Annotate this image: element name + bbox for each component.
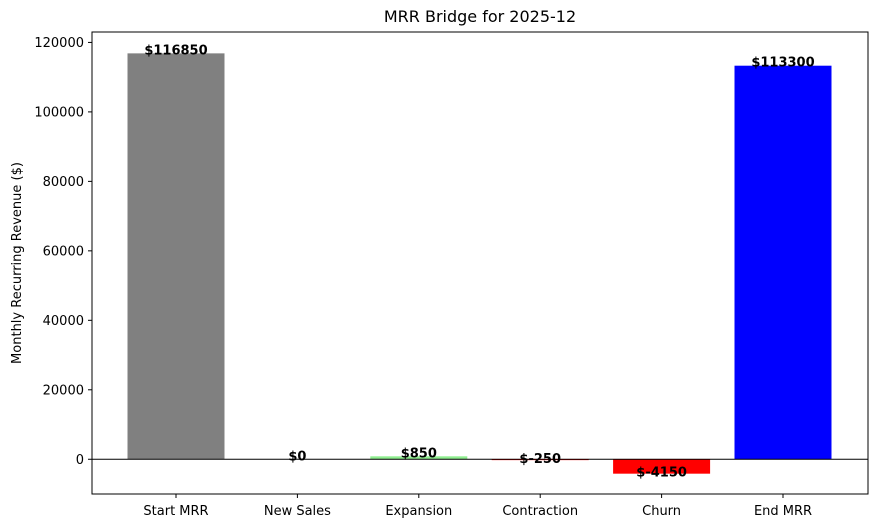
x-tick-label: Expansion — [385, 504, 452, 519]
data-label: $0 — [288, 449, 306, 464]
plot-area: 0 20000 40000 60000 80000 100000 120000 $116850… — [34, 36, 868, 519]
bar-churn — [613, 459, 711, 474]
y-tick-label: 0 — [76, 453, 84, 468]
y-axis-title: Monthly Recurring Revenue ($) — [10, 162, 25, 364]
plot-frame — [91, 31, 869, 495]
data-label: $-4150 — [636, 466, 687, 481]
bar-end-mrr — [734, 65, 832, 460]
bar-expansion — [370, 456, 468, 460]
x-tick-label: Churn — [642, 504, 681, 519]
bar-start-mrr — [127, 53, 225, 460]
data-label: $850 — [401, 446, 437, 461]
chart-title: MRR Bridge for 2025-12 — [384, 7, 576, 26]
y-tick-label: 40000 — [43, 314, 84, 329]
x-tick-label: Start MRR — [143, 504, 208, 519]
x-tick-label: Contraction — [502, 504, 578, 519]
data-label: $113300 — [751, 56, 814, 71]
x-tick-label: New Sales — [264, 504, 331, 519]
data-label: $116850 — [144, 43, 207, 58]
data-label: $-250 — [519, 452, 561, 467]
y-tick-label: 100000 — [34, 105, 84, 120]
x-tick-label: End MRR — [754, 504, 812, 519]
y-tick-label: 80000 — [43, 175, 84, 190]
y-tick-label: 120000 — [34, 36, 84, 51]
y-tick-label: 20000 — [43, 383, 84, 398]
y-tick-label: 60000 — [43, 244, 84, 259]
